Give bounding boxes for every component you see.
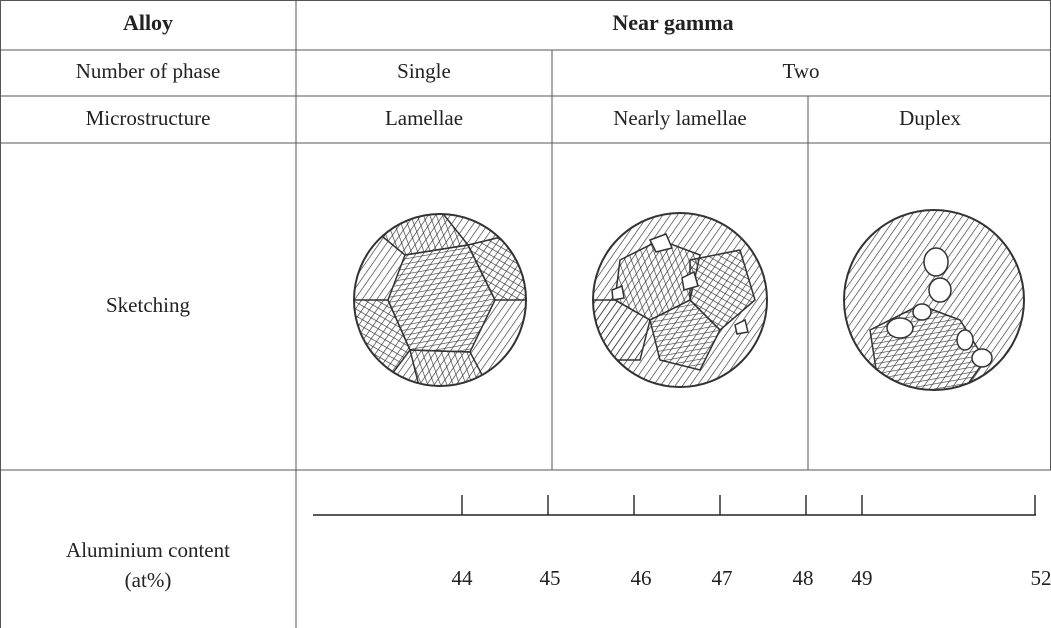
sketch-lamellae <box>350 210 530 390</box>
scale-label: 47 <box>712 566 733 590</box>
scale-label: 48 <box>793 566 814 590</box>
page: Alloy Near gamma Number of phase Single … <box>0 0 1051 628</box>
row-label: Sketching <box>106 293 190 317</box>
cell: Duplex <box>899 106 961 130</box>
row-label: Number of phase <box>76 59 221 83</box>
cell: Two <box>782 59 819 83</box>
sketch-nearly-lamellae <box>590 210 770 390</box>
row-label: (at%) <box>125 568 172 592</box>
scale: 44 45 46 47 48 49 52 <box>452 495 1051 590</box>
header-cell: Alloy <box>123 10 173 35</box>
row-label: Aluminium content <box>66 538 230 562</box>
cell: Single <box>397 59 451 83</box>
cell: Nearly lamellae <box>613 106 747 130</box>
table: Alloy Near gamma Number of phase Single … <box>0 0 1051 628</box>
cell: Lamellae <box>385 106 463 130</box>
sketch-duplex <box>840 205 1030 395</box>
row-label: Microstructure <box>86 106 211 130</box>
scale-label: 52 <box>1031 566 1051 590</box>
scale-label: 44 <box>452 566 474 590</box>
scale-label: 46 <box>631 566 652 590</box>
scale-label: 45 <box>540 566 561 590</box>
header-cell: Near gamma <box>612 10 733 35</box>
scale-label: 49 <box>852 566 873 590</box>
